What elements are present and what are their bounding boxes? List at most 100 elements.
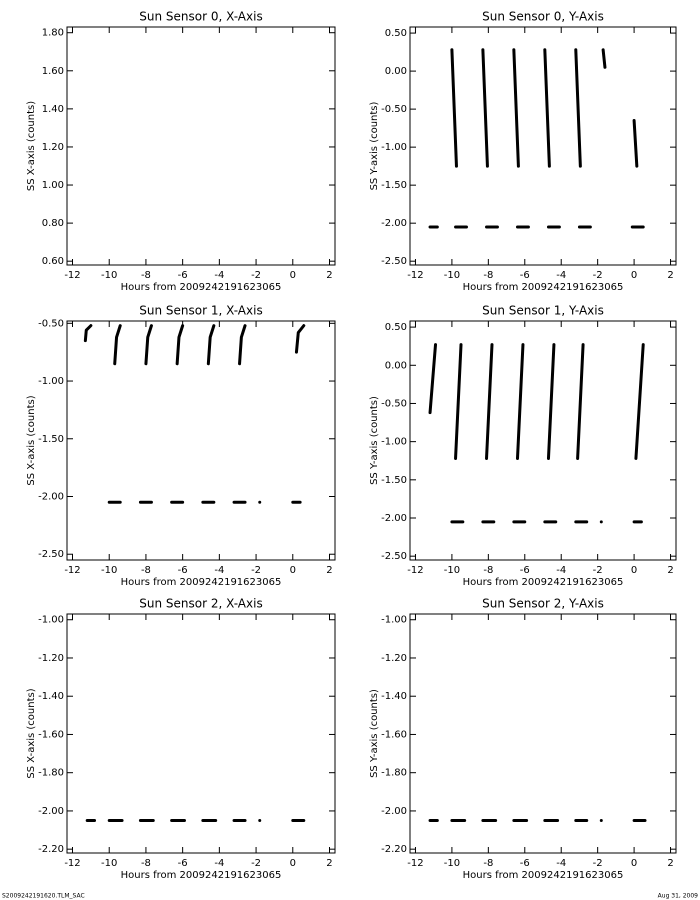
x-tick-label: 2 [326,270,332,281]
chart-title: Sun Sensor 2, Y-Axis [482,597,604,611]
plot-frame [409,26,677,266]
y-tick-label: -2.50 [38,549,64,560]
x-tick-label: -2 [251,565,261,576]
x-tick-label: -6 [520,565,530,576]
x-tick-label: -10 [444,565,460,576]
chart-title: Sun Sensor 0, X-Axis [139,10,262,24]
y-tick-label: -1.50 [381,180,407,191]
x-tick-label: -12 [407,565,423,576]
y-tick-label: 0.60 [42,256,64,267]
y-axis-label: SS X-axis (counts) [26,395,37,485]
x-tick-label: -4 [556,270,566,281]
x-axis-label: Hours from 2009242191623065 [463,577,624,588]
footer-left: S2009242191620.TLM_SAC [2,893,85,900]
data-line [428,48,645,229]
x-tick-label: -4 [556,565,566,576]
x-tick-label: 2 [667,270,673,281]
y-tick-label: -0.50 [38,318,64,329]
y-tick-label: 0.00 [385,360,407,371]
y-tick-label: -2.00 [381,806,407,817]
y-axis-label: SS X-axis (counts) [26,688,37,778]
chart-title: Sun Sensor 1, Y-Axis [482,304,604,318]
y-tick-label: -1.40 [381,691,407,702]
y-tick-label: 0.50 [385,322,407,333]
x-tick-label: -12 [64,858,80,869]
y-tick-label: -1.60 [381,729,407,740]
x-tick-label: -6 [520,858,530,869]
y-tick-label: -1.00 [38,376,64,387]
x-axis-label: Hours from 2009242191623065 [121,870,282,881]
x-tick-label: -2 [593,858,603,869]
y-tick-label: -2.00 [38,491,64,502]
y-tick-label: 1.20 [42,142,64,153]
footer-right: Aug 31, 2009 [658,893,699,900]
plot-frame [66,26,336,266]
x-tick-label: 0 [631,565,637,576]
x-tick-label: -8 [141,565,151,576]
x-tick-label: 2 [667,858,673,869]
y-tick-label: -2.50 [381,256,407,267]
x-tick-label: -12 [407,858,423,869]
y-tick-label: -0.50 [381,398,407,409]
y-tick-label: 1.60 [42,66,64,77]
x-axis-label: Hours from 2009242191623065 [463,282,624,293]
x-tick-label: -12 [64,270,80,281]
x-tick-label: 0 [631,858,637,869]
y-axis-label: SS X-axis (counts) [26,101,37,191]
y-tick-label: 0.50 [385,28,407,39]
x-tick-label: -8 [141,270,151,281]
y-tick-label: -2.50 [381,551,407,562]
y-axis-label: SS Y-axis (counts) [369,396,380,485]
x-tick-label: 0 [631,270,637,281]
x-tick-label: -4 [556,858,566,869]
x-tick-label: -12 [407,270,423,281]
x-tick-label: -10 [101,858,117,869]
x-tick-label: -10 [101,565,117,576]
y-tick-label: -2.00 [381,513,407,524]
plot-frame [409,613,677,854]
x-tick-label: -12 [64,565,80,576]
x-tick-label: -2 [593,270,603,281]
chart-title: Sun Sensor 1, X-Axis [139,304,262,318]
y-tick-label: -1.50 [381,475,407,486]
x-tick-label: -6 [178,565,188,576]
y-tick-label: -1.40 [38,691,64,702]
y-tick-label: 1.40 [42,104,64,115]
x-tick-label: -4 [214,565,224,576]
chart-title: Sun Sensor 0, Y-Axis [482,10,604,24]
y-tick-label: -1.00 [381,437,407,448]
x-tick-label: -8 [483,565,493,576]
y-tick-label: -2.00 [381,218,407,229]
y-tick-label: 1.80 [42,28,64,39]
x-tick-label: 0 [290,858,296,869]
data-line [83,324,306,504]
x-tick-label: -6 [520,270,530,281]
y-tick-label: -2.00 [38,806,64,817]
x-tick-label: -6 [178,270,188,281]
y-tick-label: -1.20 [38,653,64,664]
x-tick-label: 2 [326,565,332,576]
x-tick-label: -8 [483,858,493,869]
y-tick-label: -0.50 [381,104,407,115]
chart-title: Sun Sensor 2, X-Axis [139,597,262,611]
x-tick-label: -10 [101,270,117,281]
y-tick-label: -2.20 [38,844,64,855]
x-tick-label: -2 [251,858,261,869]
x-tick-label: -4 [214,858,224,869]
x-tick-label: -2 [593,565,603,576]
y-tick-label: -2.20 [381,844,407,855]
plot-frame [409,320,677,561]
y-tick-label: -1.20 [381,653,407,664]
x-tick-label: 2 [667,565,673,576]
y-tick-label: -1.80 [38,768,64,779]
y-tick-label: -1.50 [38,434,64,445]
x-tick-label: -10 [444,270,460,281]
x-tick-label: 0 [290,270,296,281]
x-axis-label: Hours from 2009242191623065 [121,577,282,588]
x-tick-label: -8 [483,270,493,281]
y-tick-label: 0.80 [42,218,64,229]
x-tick-label: -6 [178,858,188,869]
x-axis-label: Hours from 2009242191623065 [121,282,282,293]
